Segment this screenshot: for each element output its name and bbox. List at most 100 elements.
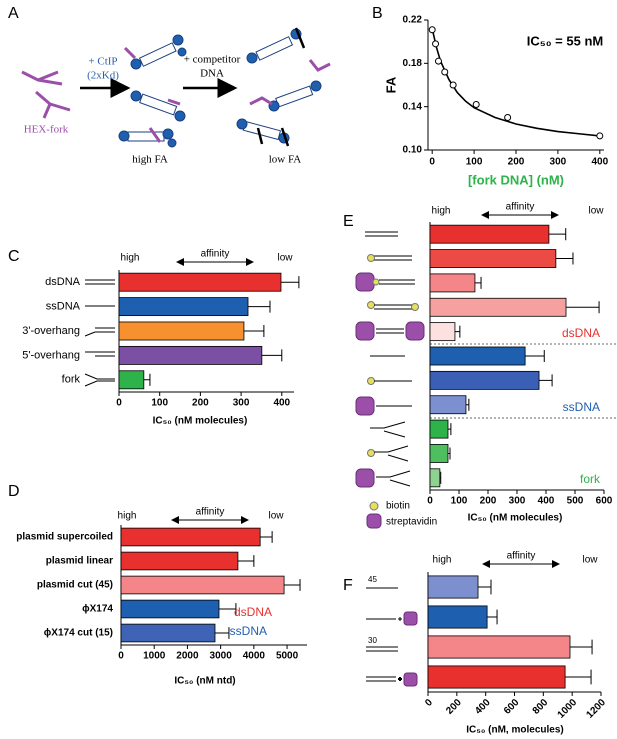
annotation: affinity: [507, 551, 536, 562]
bar: [120, 623, 216, 643]
error-bar: [237, 555, 255, 567]
error-bar: [570, 639, 593, 655]
bar: [118, 321, 245, 341]
diagram-label: HEX-fork: [24, 124, 69, 136]
panel-label: E: [343, 213, 354, 230]
x-tick-label: 1000: [143, 651, 166, 662]
x-tick-label: 200: [192, 398, 209, 409]
point: [432, 40, 440, 48]
error-bar: [566, 301, 600, 314]
group-label: dsDNA: [234, 605, 272, 619]
point: [441, 68, 449, 76]
category-label: plasmid cut (45): [37, 580, 113, 591]
point: [472, 101, 480, 108]
category-label: fork: [62, 374, 81, 386]
bar: [120, 527, 261, 547]
x-tick-label: 200: [480, 496, 497, 507]
error-bar: [539, 374, 553, 387]
x-tick-label: 400: [591, 157, 608, 168]
y-tick-label: 0.14: [403, 101, 423, 112]
annotation: affinity: [201, 249, 230, 260]
y-tick-label: 0.22: [403, 15, 423, 26]
bar: [429, 419, 449, 439]
bar: [429, 468, 441, 488]
x-tick-label: 100: [451, 496, 468, 507]
bar: [120, 575, 285, 595]
x-tick-label: 0: [116, 398, 122, 409]
category-label: 5'-overhang: [22, 349, 80, 361]
annotation: low: [277, 253, 293, 264]
category-label: ssDNA: [46, 301, 81, 313]
x-tick-label: 4000: [243, 651, 266, 662]
bar: [120, 551, 239, 571]
diagram: [21, 70, 71, 119]
x-axis-label: IC₅₀ (nM, molecules): [466, 725, 563, 736]
y-tick-label: 0.18: [403, 58, 423, 69]
error-bar: [243, 324, 265, 338]
bar: [427, 665, 566, 689]
annotation: low: [582, 555, 598, 566]
x-tick-label: 200: [508, 157, 525, 168]
x-tick-label: 800: [531, 697, 551, 717]
dna-glyphs: [355, 231, 425, 488]
error-bar: [280, 276, 300, 289]
error-bar: [525, 349, 545, 363]
annotation: high: [433, 555, 452, 566]
bar: [118, 345, 263, 365]
diagram-label: DNA: [200, 68, 224, 80]
diagram-label: + competitor: [184, 54, 241, 66]
error-bar: [465, 398, 470, 411]
legend-swatch: [369, 501, 379, 511]
group-label: dsDNA: [562, 326, 600, 340]
x-tick-label: 2000: [176, 651, 199, 662]
annotation: high: [121, 253, 140, 264]
legend-label: biotin: [386, 501, 410, 512]
error-bar: [487, 609, 498, 625]
category-label: dsDNA: [45, 276, 81, 288]
x-tick-label: 300: [233, 398, 250, 409]
x-tick-label: 300: [509, 496, 526, 507]
diagram-label: + CtIP: [88, 56, 117, 68]
annotation: IC₅₀ = 55 nM: [527, 33, 603, 48]
x-tick-label: 5000: [276, 651, 299, 662]
y-axis-label: FA: [383, 76, 398, 93]
x-tick-label: 0: [429, 157, 435, 168]
bar: [429, 370, 540, 390]
panel-label: C: [8, 248, 20, 265]
point: [434, 57, 442, 65]
error-bar: [143, 373, 151, 386]
x-tick-label: 100: [466, 157, 483, 168]
x-axis-label: [fork DNA] (nM): [468, 172, 564, 187]
annotation: affinity: [506, 202, 535, 213]
error-bar: [447, 423, 452, 436]
bar: [429, 444, 449, 463]
legend-label: streptavidin: [386, 517, 437, 528]
error-bar: [548, 228, 567, 241]
dna-glyphs: [366, 587, 418, 687]
category-label: plasmid linear: [46, 556, 113, 567]
x-tick-label: 400: [473, 697, 493, 717]
bar: [427, 635, 571, 659]
legend-swatch: [366, 513, 382, 529]
group-label: fork: [580, 472, 601, 486]
annotation: low: [268, 511, 284, 522]
diagram-label: (2xKd): [87, 70, 119, 82]
bar: [118, 297, 249, 317]
error-bar: [454, 325, 461, 338]
panel-label: B: [372, 5, 383, 22]
error-bar: [555, 252, 574, 265]
bar: [429, 249, 557, 268]
x-tick-label: 600: [596, 496, 613, 507]
x-tick-label: 1200: [584, 697, 608, 721]
category-label: ϕX174 cut (15): [44, 628, 113, 639]
length-label: 30: [368, 636, 377, 645]
annotation: high: [432, 206, 451, 217]
error-bar: [261, 349, 283, 362]
panel-label: F: [343, 577, 353, 594]
annotation: affinity: [196, 507, 225, 518]
bar: [120, 599, 220, 619]
point: [449, 81, 457, 89]
x-tick-label: 100: [151, 398, 168, 409]
error-bar: [474, 276, 482, 289]
